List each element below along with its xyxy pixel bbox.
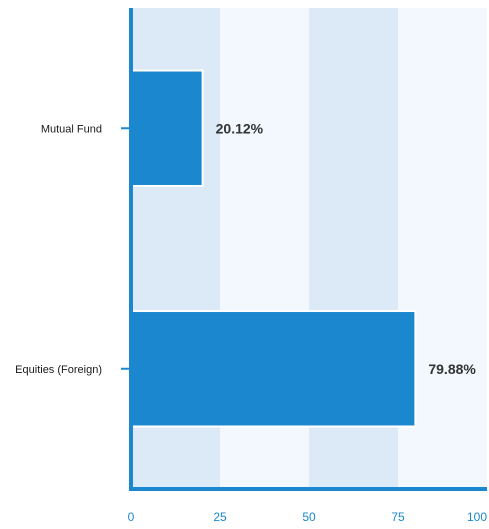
data-labels: 20.12% 79.88% <box>216 120 477 377</box>
bars <box>130 69 417 428</box>
x-ticks: 0 25 50 75 100 <box>128 510 488 524</box>
x-tick-label: 75 <box>391 510 405 524</box>
category-labels: Mutual Fund Equities (Foreign) <box>15 123 129 376</box>
x-tick-label: 25 <box>213 510 227 524</box>
data-label: 20.12% <box>216 120 264 136</box>
data-label: 79.88% <box>428 361 476 377</box>
x-tick-label: 50 <box>302 510 316 524</box>
x-tick-label: 100 <box>467 510 487 524</box>
bar <box>130 69 204 187</box>
x-tick-label: 0 <box>128 510 135 524</box>
category-label: Equities (Foreign) <box>15 364 102 376</box>
bar <box>130 310 417 428</box>
axes <box>129 8 487 491</box>
category-label: Mutual Fund <box>41 123 102 135</box>
